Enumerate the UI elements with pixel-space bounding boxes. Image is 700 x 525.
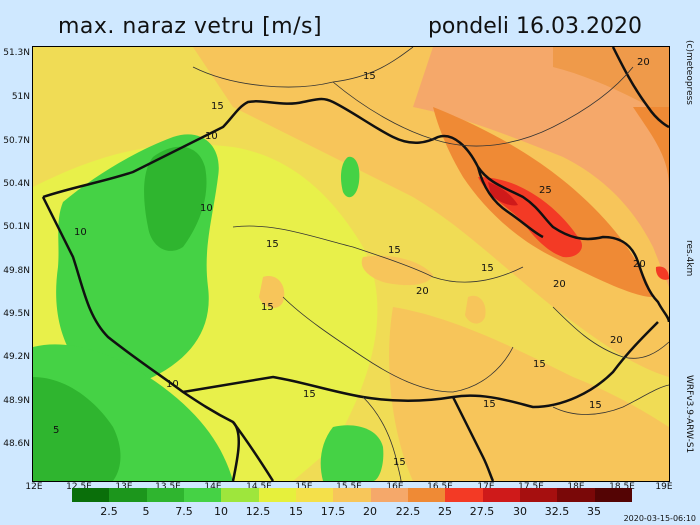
contour-label: 15 bbox=[393, 457, 406, 468]
lon-label: 13E bbox=[115, 482, 133, 492]
lat-label: 48.6N bbox=[3, 439, 30, 449]
copyright-text: (c)meteopress bbox=[684, 40, 694, 105]
lon-label: 14E bbox=[204, 482, 222, 492]
contour-label: 15 bbox=[388, 245, 401, 256]
legend-tick: 20 bbox=[363, 505, 377, 518]
contour-label: 20 bbox=[610, 335, 623, 346]
legend-tick: 15 bbox=[289, 505, 303, 518]
legend-tick: 30 bbox=[513, 505, 527, 518]
timestamp: 2020-03-15-06:10 bbox=[623, 514, 696, 523]
lon-label: 14.5E bbox=[246, 482, 272, 492]
title-left: max. naraz vetru [m/s] bbox=[58, 14, 323, 39]
legend-swatch bbox=[109, 488, 147, 502]
legend-tick: 35 bbox=[587, 505, 601, 518]
lat-label: 50.1N bbox=[3, 222, 30, 232]
contour-label: 20 bbox=[633, 259, 646, 270]
legend-tick: 17.5 bbox=[320, 505, 346, 518]
lat-label: 49.5N bbox=[3, 309, 30, 319]
lon-label: 13.5E bbox=[155, 482, 181, 492]
lon-label: 16.5E bbox=[427, 482, 453, 492]
legend-swatch bbox=[258, 488, 296, 502]
legend-swatch bbox=[295, 488, 334, 502]
contour-label: 10 bbox=[74, 227, 87, 238]
lat-label: 48.9N bbox=[3, 396, 30, 406]
contour-label: 10 bbox=[205, 131, 218, 142]
contour-label: 20 bbox=[637, 57, 650, 68]
legend-tick: 27.5 bbox=[469, 505, 495, 518]
legend-tick: 32.5 bbox=[544, 505, 570, 518]
lon-label: 15.5E bbox=[336, 482, 362, 492]
contour-label: 25 bbox=[539, 185, 552, 196]
lat-label: 51.3N bbox=[3, 48, 30, 58]
legend-tick: 5 bbox=[142, 505, 150, 518]
contour-label: 15 bbox=[533, 359, 546, 370]
lon-label: 12E bbox=[25, 482, 43, 492]
contour-label: 15 bbox=[303, 389, 316, 400]
resolution-text: res.4km bbox=[684, 240, 694, 277]
lon-label: 18E bbox=[567, 482, 585, 492]
legend-swatch bbox=[519, 488, 558, 502]
contour-label: 20 bbox=[553, 279, 566, 290]
lon-label: 17E bbox=[477, 482, 495, 492]
legend-swatch bbox=[445, 488, 483, 502]
legend-tick: 12.5 bbox=[245, 505, 271, 518]
contour-label: 15 bbox=[261, 302, 274, 313]
lon-label: 12.5E bbox=[66, 482, 92, 492]
lon-label: 19E bbox=[655, 482, 673, 492]
contour-label: 15 bbox=[483, 399, 496, 410]
legend-swatch bbox=[72, 488, 110, 502]
lon-label: 16E bbox=[386, 482, 404, 492]
legend-swatch bbox=[370, 488, 408, 502]
legend-swatch bbox=[482, 488, 520, 502]
legend-tick: 2.5 bbox=[100, 505, 118, 518]
legend-tick: 10 bbox=[214, 505, 228, 518]
contour-label: 15 bbox=[481, 263, 494, 274]
lon-label: 17.5E bbox=[518, 482, 544, 492]
contour-label: 15 bbox=[589, 400, 602, 411]
lon-label: 15E bbox=[295, 482, 313, 492]
lat-label: 50.4N bbox=[3, 179, 30, 189]
lat-label: 49.2N bbox=[3, 352, 30, 362]
lat-label: 50.7N bbox=[3, 136, 30, 146]
color-legend bbox=[72, 488, 632, 502]
lon-label: 18.5E bbox=[609, 482, 635, 492]
contour-label: 5 bbox=[53, 425, 59, 436]
contour-label: 20 bbox=[416, 286, 429, 297]
contour-label: 15 bbox=[211, 101, 224, 112]
legend-swatch bbox=[407, 488, 446, 502]
model-text: WRFv3.9-ARW-S1 bbox=[684, 375, 694, 454]
legend-swatch bbox=[221, 488, 259, 502]
map-frame: 15 15 10 10 10 15 15 15 15 20 20 25 20 1… bbox=[32, 46, 670, 482]
legend-tick: 7.5 bbox=[175, 505, 193, 518]
contour-label: 10 bbox=[166, 379, 179, 390]
lat-label: 51N bbox=[11, 92, 30, 102]
legend-swatch bbox=[183, 488, 222, 502]
contour-label: 10 bbox=[200, 203, 213, 214]
legend-swatch bbox=[557, 488, 595, 502]
legend-swatch bbox=[594, 488, 632, 502]
legend-swatch bbox=[333, 488, 371, 502]
contour-label: 15 bbox=[363, 71, 376, 82]
legend-tick: 22.5 bbox=[395, 505, 421, 518]
contour-label: 15 bbox=[266, 239, 279, 250]
legend-swatch bbox=[146, 488, 184, 502]
map-svg: 15 15 10 10 10 15 15 15 15 20 20 25 20 1… bbox=[33, 47, 669, 481]
legend-tick: 25 bbox=[438, 505, 452, 518]
title-date: pondeli 16.03.2020 bbox=[427, 14, 642, 39]
lat-label: 49.8N bbox=[3, 266, 30, 276]
